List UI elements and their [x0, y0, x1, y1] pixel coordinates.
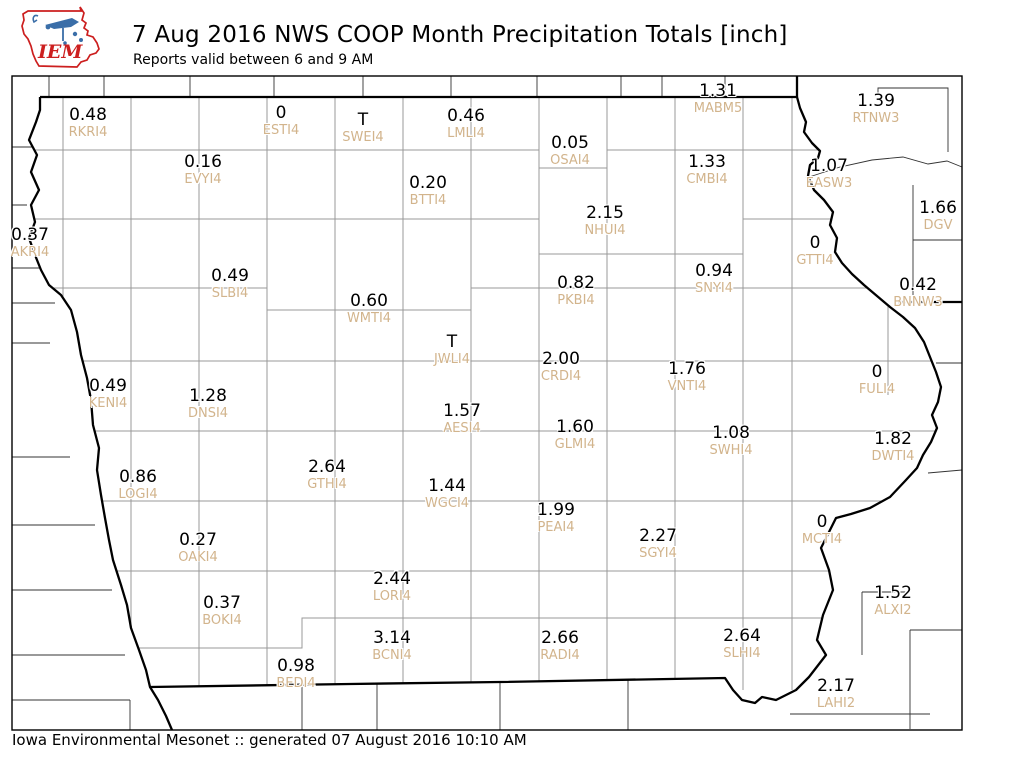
weather-vane-icon	[32, 14, 83, 45]
map-frame	[11, 75, 963, 731]
iem-logo: IEM	[21, 6, 100, 68]
map-title: 7 Aug 2016 NWS COOP Month Precipitation …	[132, 22, 788, 48]
header: IEM 7 Aug 2016 NWS COOP Month Precipitat…	[0, 0, 1024, 76]
neighbor-county-lines	[12, 76, 963, 730]
state-border	[27, 76, 962, 731]
generated-timestamp: Iowa Environmental Mesonet :: generated …	[12, 731, 527, 749]
iowa-outline	[21, 6, 100, 68]
county-grid	[29, 97, 941, 690]
map-subtitle: Reports valid between 6 and 9 AM	[133, 52, 374, 68]
iem-logo-text: IEM	[37, 41, 83, 63]
